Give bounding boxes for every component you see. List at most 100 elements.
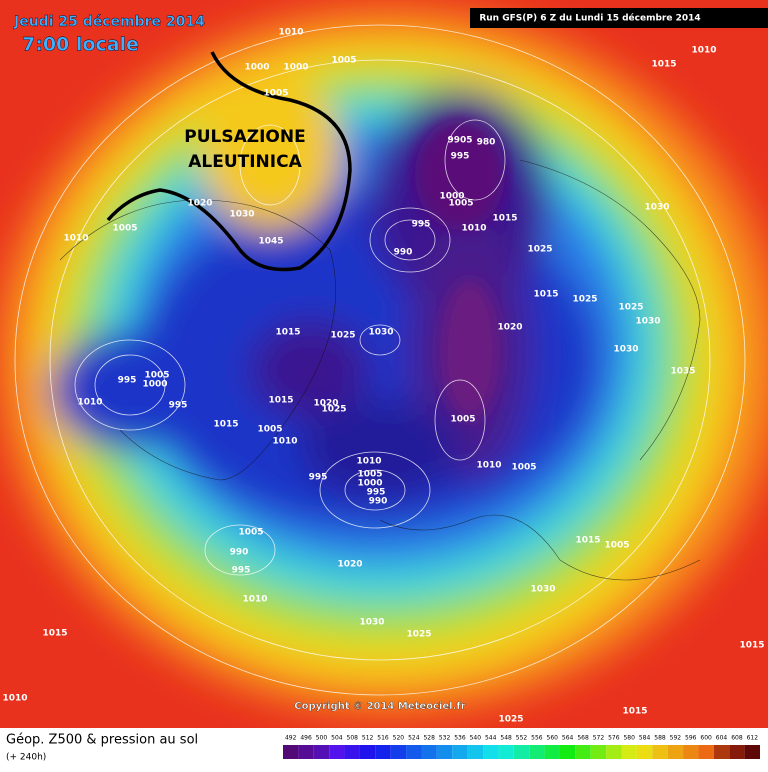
- pressure-label: 1015: [275, 328, 300, 338]
- colorbar-label: 548: [500, 735, 512, 742]
- pressure-label: 1045: [258, 237, 283, 247]
- colorbar-swatch: [513, 745, 530, 759]
- pressure-label: 990: [230, 548, 249, 558]
- pressure-label: 1025: [406, 630, 431, 640]
- pressure-label: 1030: [368, 328, 393, 338]
- colorbar-label: 592: [670, 735, 682, 742]
- pressure-label: 1015: [651, 60, 676, 70]
- colorbar-swatch: [713, 745, 730, 759]
- annotation-line: PULSAZIONE: [184, 127, 305, 147]
- pressure-label: 1025: [527, 245, 552, 255]
- annotation-curve: [106, 51, 352, 272]
- colorbar-label: 576: [608, 735, 620, 742]
- pressure-label: 1010: [242, 595, 267, 605]
- colorbar-swatch: [467, 745, 484, 759]
- pressure-label: 1000: [283, 63, 308, 73]
- colorbar-swatch: [283, 745, 299, 759]
- copyright: Copyright © 2014 Meteociel.fr: [294, 701, 465, 712]
- pressure-label: 1015: [575, 536, 600, 546]
- pressure-label: 1010: [461, 224, 486, 234]
- colorbar-label: 556: [531, 735, 543, 742]
- colorbar-swatch: [313, 745, 330, 759]
- pressure-label: 1000: [439, 192, 464, 202]
- pressure-label: 1025: [321, 405, 346, 415]
- pressure-label: 1005: [604, 541, 629, 551]
- colorbar-swatch: [344, 745, 360, 759]
- colorbar-label: 564: [562, 735, 574, 742]
- colorbar-label: 512: [362, 735, 374, 742]
- colorbar-label: 588: [654, 735, 666, 742]
- colorbar: 492 496 500 504 508 512 516 520 524 528 532 536 540 5…: [283, 735, 760, 759]
- colorbar-swatch: [636, 745, 653, 759]
- pressure-label: 1020: [313, 399, 338, 409]
- pressure-label: 1010: [356, 457, 381, 467]
- colorbar-swatch: [483, 745, 499, 759]
- colorbar-label: 544: [485, 735, 497, 742]
- pressure-label: 1015: [42, 629, 67, 639]
- pressure-label: 9905: [447, 136, 472, 146]
- colorbar-swatch: [529, 745, 545, 759]
- pressure-label: 1010: [691, 46, 716, 56]
- pressure-label: 1010: [272, 437, 297, 447]
- pressure-label: 1035: [670, 367, 695, 377]
- colorbar-label: 580: [623, 735, 635, 742]
- pressure-label: 1020: [337, 560, 362, 570]
- time: 7:00 locale: [22, 34, 139, 56]
- colorbar-label: 540: [470, 735, 482, 742]
- pressure-label: 995: [309, 473, 328, 483]
- coastlines: [59, 159, 701, 581]
- colorbar-label: 552: [516, 735, 528, 742]
- colorbar-label: 608: [731, 735, 743, 742]
- colorbar-swatch: [698, 745, 714, 759]
- colorbar-swatch: [359, 745, 376, 759]
- colorbar-label: 612: [747, 735, 759, 742]
- pressure-label: 995: [412, 220, 431, 230]
- colorbar-label: 492: [285, 735, 297, 742]
- pressure-label: 1005: [144, 371, 169, 381]
- pressure-label: 1020: [187, 199, 212, 209]
- pressure-label: 1015: [622, 707, 647, 717]
- pressure-label: 1010: [278, 28, 303, 38]
- colorbar-swatch: [544, 745, 560, 759]
- pressure-label: 980: [477, 138, 496, 148]
- colorbar-swatch: [421, 745, 437, 759]
- colorbar-label: 536: [454, 735, 466, 742]
- pressure-label: 1005: [112, 224, 137, 234]
- colorbar-label: 604: [716, 735, 728, 742]
- pressure-label: 1000: [244, 63, 269, 73]
- colorbar-swatch: [606, 745, 622, 759]
- colorbar-swatch: [498, 745, 514, 759]
- pressure-label: 1030: [635, 317, 660, 327]
- run-box: [470, 8, 768, 28]
- colorbar-label: 524: [408, 735, 420, 742]
- pressure-label: 1005: [331, 56, 356, 66]
- pressure-label: 1005: [357, 470, 382, 480]
- pressure-label: 1005: [511, 463, 536, 473]
- pressure-label: 1010: [77, 398, 102, 408]
- pressure-label: 1005: [263, 89, 288, 99]
- colorbar-swatch: [729, 745, 745, 759]
- colorbar-swatch: [744, 745, 760, 759]
- pressure-label: 1030: [613, 345, 638, 355]
- colorbar-label: 572: [593, 735, 605, 742]
- pressure-label: 1015: [268, 396, 293, 406]
- pressure-label: 1015: [213, 420, 238, 430]
- run-info: Run GFS(P) 6 Z du Lundi 15 décembre 2014: [479, 13, 700, 24]
- pressure-label: 1030: [229, 210, 254, 220]
- pressure-label: 1005: [448, 199, 473, 209]
- pressure-label: 990: [394, 248, 413, 258]
- pressure-label: 990: [369, 497, 388, 507]
- pressure-label: 1015: [492, 214, 517, 224]
- pressure-label: 1005: [238, 528, 263, 538]
- colorbar-label: 600: [700, 735, 712, 742]
- pressure-label: 1010: [2, 694, 27, 704]
- pressure-label: 1005: [450, 415, 475, 425]
- colorbar-label: 520: [393, 735, 405, 742]
- pressure-label: 995: [367, 488, 386, 498]
- colorbar-label: 500: [316, 735, 328, 742]
- colorbar-label: 568: [577, 735, 589, 742]
- pressure-label: 1025: [572, 295, 597, 305]
- pressure-label: 1010: [63, 234, 88, 244]
